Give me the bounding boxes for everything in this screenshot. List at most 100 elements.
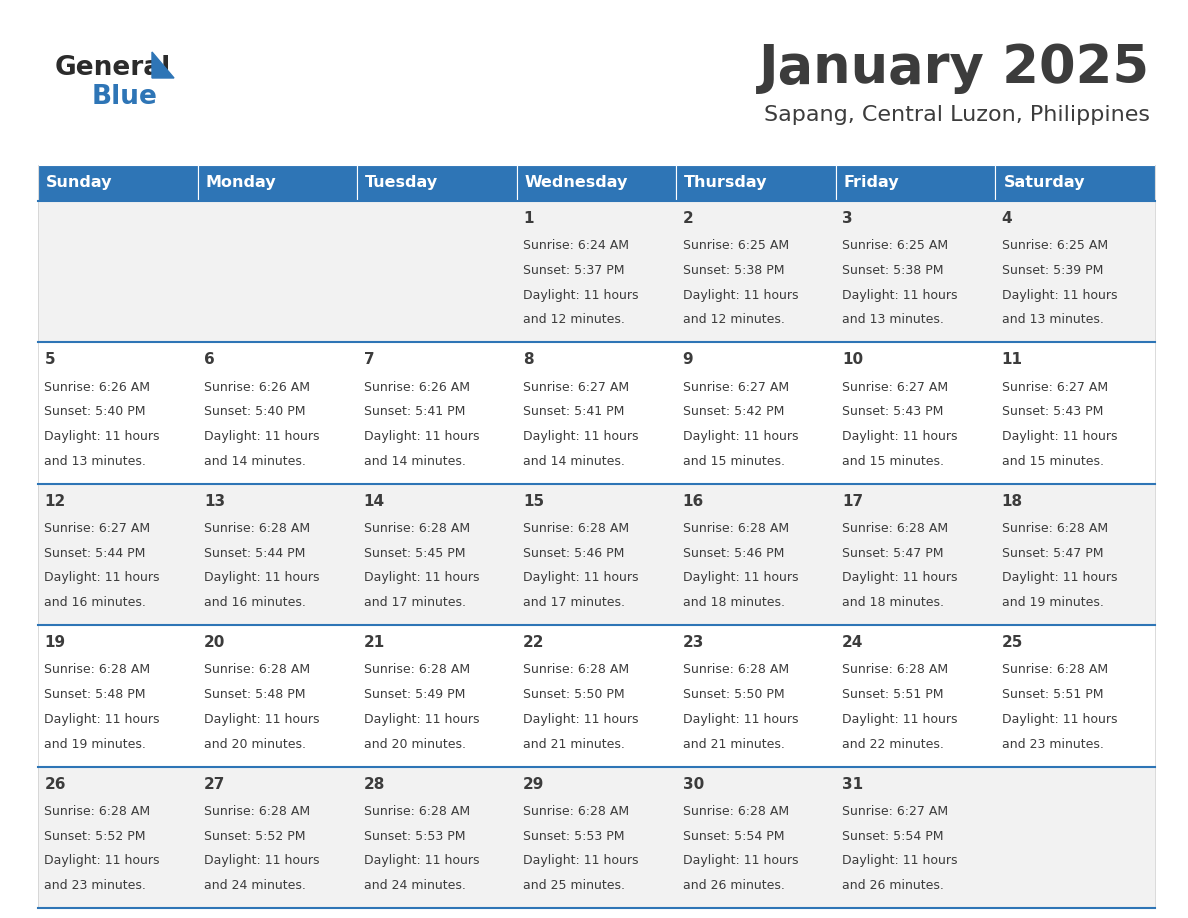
Text: Sunrise: 6:24 AM: Sunrise: 6:24 AM <box>523 240 630 252</box>
Bar <box>38 625 197 767</box>
Text: Sunset: 5:53 PM: Sunset: 5:53 PM <box>364 830 465 843</box>
Text: Daylight: 11 hours: Daylight: 11 hours <box>523 572 639 585</box>
Text: Daylight: 11 hours: Daylight: 11 hours <box>204 572 320 585</box>
Text: and 18 minutes.: and 18 minutes. <box>842 596 944 610</box>
Bar <box>996 625 1155 767</box>
Bar <box>676 342 836 484</box>
Text: Sunset: 5:45 PM: Sunset: 5:45 PM <box>364 547 465 560</box>
Text: Daylight: 11 hours: Daylight: 11 hours <box>204 855 320 868</box>
Bar <box>38 165 197 201</box>
Bar <box>676 625 836 767</box>
Text: and 24 minutes.: and 24 minutes. <box>204 879 305 892</box>
Bar <box>836 342 996 484</box>
Text: Sunset: 5:43 PM: Sunset: 5:43 PM <box>842 406 943 419</box>
Text: and 19 minutes.: and 19 minutes. <box>44 738 146 751</box>
Text: Sunset: 5:41 PM: Sunset: 5:41 PM <box>523 406 625 419</box>
Text: Sunset: 5:44 PM: Sunset: 5:44 PM <box>204 547 305 560</box>
Text: Sunrise: 6:28 AM: Sunrise: 6:28 AM <box>204 522 310 535</box>
Text: Sunset: 5:50 PM: Sunset: 5:50 PM <box>523 688 625 701</box>
Text: Daylight: 11 hours: Daylight: 11 hours <box>204 713 320 726</box>
Text: and 14 minutes.: and 14 minutes. <box>523 454 625 468</box>
Text: 4: 4 <box>1001 211 1012 226</box>
Text: and 22 minutes.: and 22 minutes. <box>842 738 944 751</box>
Text: Sunday: Sunday <box>46 175 113 191</box>
Text: Sunset: 5:40 PM: Sunset: 5:40 PM <box>204 406 305 419</box>
Text: Daylight: 11 hours: Daylight: 11 hours <box>523 855 639 868</box>
Text: 23: 23 <box>683 635 704 650</box>
Text: 28: 28 <box>364 777 385 791</box>
Text: Sunset: 5:52 PM: Sunset: 5:52 PM <box>44 830 146 843</box>
Bar <box>358 625 517 767</box>
Bar <box>38 484 197 625</box>
Bar <box>996 484 1155 625</box>
Text: Wednesday: Wednesday <box>525 175 628 191</box>
Text: Daylight: 11 hours: Daylight: 11 hours <box>364 855 479 868</box>
Text: Sunset: 5:41 PM: Sunset: 5:41 PM <box>364 406 465 419</box>
Bar <box>358 484 517 625</box>
Text: Sunset: 5:43 PM: Sunset: 5:43 PM <box>1001 406 1104 419</box>
Text: and 20 minutes.: and 20 minutes. <box>204 738 307 751</box>
Text: and 13 minutes.: and 13 minutes. <box>842 313 944 327</box>
Text: Daylight: 11 hours: Daylight: 11 hours <box>44 713 160 726</box>
Text: 29: 29 <box>523 777 544 791</box>
Text: Sunrise: 6:28 AM: Sunrise: 6:28 AM <box>364 664 469 677</box>
Text: Sunrise: 6:28 AM: Sunrise: 6:28 AM <box>683 805 789 818</box>
Text: Sunset: 5:44 PM: Sunset: 5:44 PM <box>44 547 146 560</box>
Text: 11: 11 <box>1001 353 1023 367</box>
Bar <box>676 201 836 342</box>
Text: Sunrise: 6:27 AM: Sunrise: 6:27 AM <box>842 805 948 818</box>
Bar <box>197 201 358 342</box>
Text: Daylight: 11 hours: Daylight: 11 hours <box>683 855 798 868</box>
Text: 25: 25 <box>1001 635 1023 650</box>
Text: and 24 minutes.: and 24 minutes. <box>364 879 466 892</box>
Text: Sunrise: 6:28 AM: Sunrise: 6:28 AM <box>1001 664 1108 677</box>
Bar <box>836 625 996 767</box>
Text: and 21 minutes.: and 21 minutes. <box>523 738 625 751</box>
Text: Sunset: 5:39 PM: Sunset: 5:39 PM <box>1001 263 1104 277</box>
Bar <box>358 342 517 484</box>
Text: Daylight: 11 hours: Daylight: 11 hours <box>523 713 639 726</box>
Text: and 25 minutes.: and 25 minutes. <box>523 879 625 892</box>
Bar <box>517 484 676 625</box>
Text: 16: 16 <box>683 494 704 509</box>
Text: Sunset: 5:53 PM: Sunset: 5:53 PM <box>523 830 625 843</box>
Text: Daylight: 11 hours: Daylight: 11 hours <box>683 288 798 302</box>
Text: Sunset: 5:54 PM: Sunset: 5:54 PM <box>842 830 943 843</box>
Text: Sunset: 5:46 PM: Sunset: 5:46 PM <box>523 547 625 560</box>
Text: Daylight: 11 hours: Daylight: 11 hours <box>364 713 479 726</box>
Bar <box>676 484 836 625</box>
Text: 27: 27 <box>204 777 226 791</box>
Text: and 13 minutes.: and 13 minutes. <box>1001 313 1104 327</box>
Text: and 17 minutes.: and 17 minutes. <box>364 596 466 610</box>
Bar <box>836 201 996 342</box>
Text: 19: 19 <box>44 635 65 650</box>
Text: and 17 minutes.: and 17 minutes. <box>523 596 625 610</box>
Bar <box>517 625 676 767</box>
Bar <box>836 165 996 201</box>
Text: Blue: Blue <box>91 84 158 110</box>
Text: and 20 minutes.: and 20 minutes. <box>364 738 466 751</box>
Bar <box>996 201 1155 342</box>
Text: and 21 minutes.: and 21 minutes. <box>683 738 784 751</box>
Text: 3: 3 <box>842 211 853 226</box>
Text: Sunset: 5:37 PM: Sunset: 5:37 PM <box>523 263 625 277</box>
Text: 17: 17 <box>842 494 864 509</box>
Text: and 26 minutes.: and 26 minutes. <box>683 879 784 892</box>
Bar <box>38 767 197 908</box>
Text: Friday: Friday <box>843 175 899 191</box>
Text: Sunset: 5:48 PM: Sunset: 5:48 PM <box>44 688 146 701</box>
Text: Daylight: 11 hours: Daylight: 11 hours <box>364 430 479 443</box>
Bar <box>358 201 517 342</box>
Text: Daylight: 11 hours: Daylight: 11 hours <box>523 288 639 302</box>
Text: Monday: Monday <box>206 175 276 191</box>
Text: and 15 minutes.: and 15 minutes. <box>1001 454 1104 468</box>
Text: Daylight: 11 hours: Daylight: 11 hours <box>842 288 958 302</box>
Bar <box>996 342 1155 484</box>
Text: and 26 minutes.: and 26 minutes. <box>842 879 944 892</box>
Text: 6: 6 <box>204 353 215 367</box>
Text: 20: 20 <box>204 635 226 650</box>
Text: Sunset: 5:38 PM: Sunset: 5:38 PM <box>842 263 943 277</box>
Text: Sunset: 5:51 PM: Sunset: 5:51 PM <box>1001 688 1104 701</box>
Bar <box>836 484 996 625</box>
Text: and 12 minutes.: and 12 minutes. <box>683 313 784 327</box>
